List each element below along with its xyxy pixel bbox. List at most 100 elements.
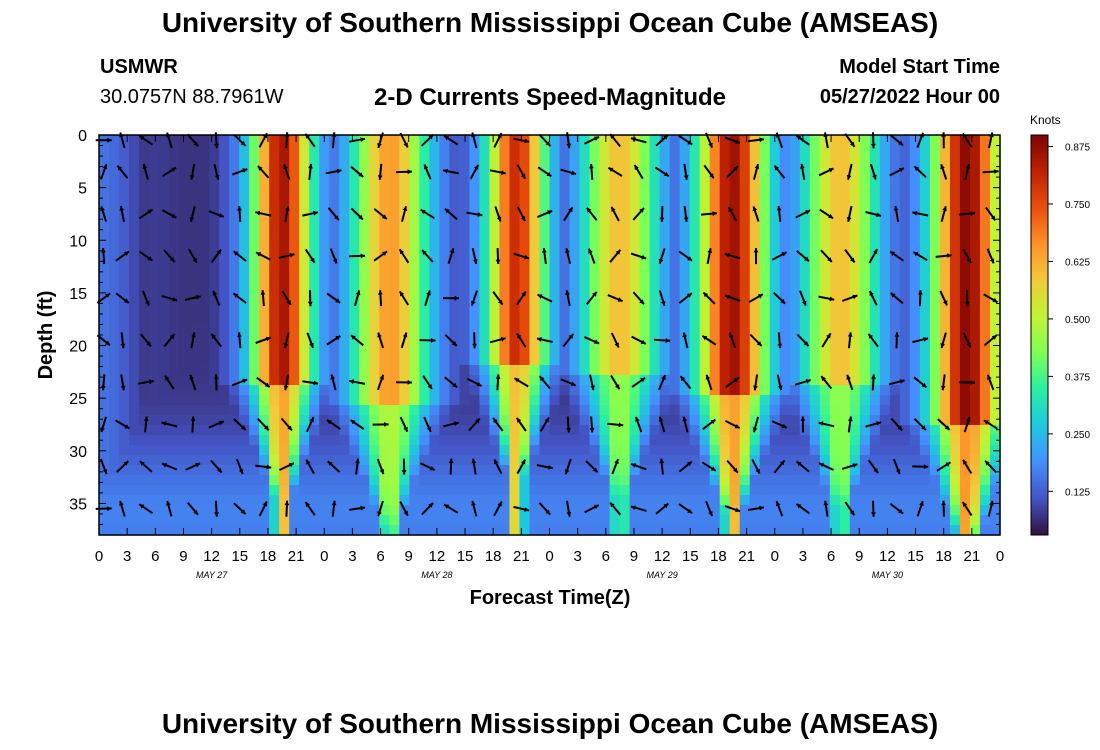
heatmap-cell [559, 485, 571, 496]
heatmap-cell [199, 415, 210, 426]
heatmap-cell [599, 135, 611, 146]
heatmap-cell [209, 355, 220, 366]
heatmap-cell [959, 145, 971, 156]
current-arrow [255, 336, 272, 344]
heatmap-cell [639, 295, 651, 306]
heatmap-cell [129, 415, 140, 426]
heatmap-cell [269, 285, 280, 296]
heatmap-cell [369, 165, 380, 176]
heatmap-cell [209, 485, 220, 496]
heatmap-cell [709, 425, 721, 436]
heatmap-cell [849, 505, 861, 516]
heatmap-cell [289, 515, 300, 526]
heatmap-cell [779, 445, 791, 456]
heatmap-cell [539, 355, 551, 366]
heatmap-cell [389, 135, 400, 146]
heatmap-cell [739, 295, 751, 306]
heatmap-cell [869, 345, 881, 356]
heatmap-cell [679, 485, 691, 496]
heatmap-cell [759, 255, 771, 266]
heatmap-cell [359, 145, 370, 156]
current-arrow [846, 163, 853, 180]
heatmap-cell [729, 495, 741, 506]
heatmap-cell [219, 225, 230, 236]
heatmap-cell [549, 415, 561, 426]
heatmap-cell [109, 495, 120, 506]
heatmap-cell [209, 505, 220, 516]
heatmap-cell [719, 285, 731, 296]
heatmap-cell [829, 215, 841, 226]
heatmap-cell [679, 365, 691, 376]
heatmap-cell [249, 345, 260, 356]
heatmap-cell [169, 515, 180, 526]
heatmap-cell [459, 185, 471, 196]
heatmap-cell [859, 465, 871, 476]
heatmap-cell [649, 255, 661, 266]
heatmap-cell [559, 285, 571, 296]
heatmap-cell [159, 255, 170, 266]
current-arrow [302, 380, 319, 386]
heatmap-cell [939, 135, 951, 146]
heatmap-cell [819, 325, 831, 336]
current-arrow [373, 250, 388, 262]
heatmap-cell [489, 185, 501, 196]
heatmap-cell [719, 375, 731, 386]
x-tick-label: 6 [602, 548, 610, 565]
heatmap-cell [149, 355, 160, 366]
heatmap-cell [509, 365, 521, 376]
heatmap-cell [789, 425, 801, 436]
heatmap-cell [449, 495, 460, 506]
current-arrow [538, 502, 551, 516]
heatmap-cell [239, 225, 250, 236]
heatmap-cell [739, 215, 751, 226]
heatmap-cell [249, 435, 260, 446]
heatmap-cell [309, 245, 320, 256]
heatmap-cell [969, 145, 981, 156]
heatmap-cell [669, 335, 681, 346]
heatmap-cell [739, 315, 751, 326]
heatmap-cell [299, 245, 310, 256]
heatmap-cell [629, 215, 641, 226]
heatmap-cell [809, 415, 821, 426]
heatmap-cell [349, 385, 360, 396]
heatmap-cell [889, 515, 901, 526]
heatmap-cell [259, 275, 270, 286]
heatmap-cell [839, 425, 851, 436]
heatmap-cell [699, 415, 711, 426]
current-arrow [210, 249, 222, 264]
heatmap-cell [889, 265, 901, 276]
heatmap-cell [539, 345, 551, 356]
heatmap-cell [409, 295, 420, 306]
heatmap-cell [419, 525, 430, 536]
heatmap-cell [469, 205, 481, 216]
heatmap-cell [199, 255, 210, 266]
heatmap-cell [229, 505, 240, 516]
heatmap-cell [559, 315, 571, 326]
heatmap-cell [499, 165, 511, 176]
heatmap-cell [499, 525, 511, 536]
heatmap-cell [989, 325, 1001, 336]
heatmap-cell [289, 135, 300, 146]
heatmap-cell [179, 225, 190, 236]
heatmap-cell [399, 215, 410, 226]
heatmap-cell [149, 245, 160, 256]
heatmap-cell [589, 255, 601, 266]
current-arrow [422, 375, 433, 390]
heatmap-cell [439, 235, 450, 246]
heatmap-cell [839, 145, 851, 156]
heatmap-cell [259, 165, 270, 176]
heatmap-cell [599, 425, 611, 436]
heatmap-cell [699, 465, 711, 476]
heatmap-cell [569, 495, 581, 506]
heatmap-cell [669, 395, 681, 406]
heatmap-cell [319, 315, 330, 326]
heatmap-cell [689, 515, 701, 526]
heatmap-cell [979, 245, 991, 256]
heatmap-cell [109, 485, 120, 496]
heatmap-cell [649, 215, 661, 226]
heatmap-cell [199, 385, 210, 396]
current-arrow [326, 335, 341, 346]
heatmap-cell [609, 505, 621, 516]
heatmap-cell [129, 395, 140, 406]
heatmap-cell [489, 215, 501, 226]
